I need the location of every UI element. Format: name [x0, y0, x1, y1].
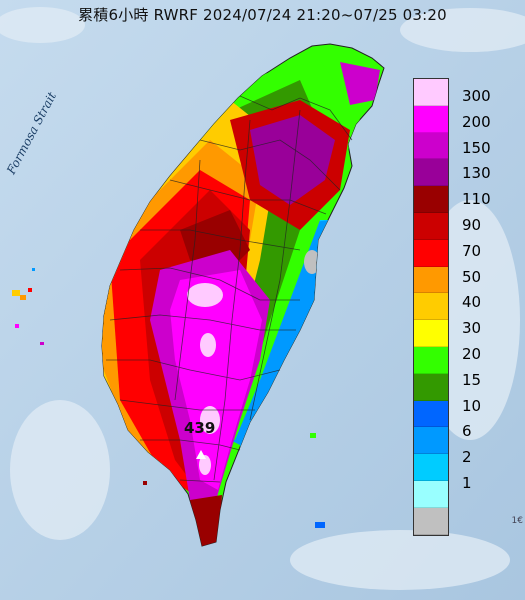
- legend-swatch: [414, 132, 448, 160]
- legend-label: 20: [462, 345, 482, 364]
- legend-label: 150: [462, 138, 491, 157]
- legend-swatch: [414, 212, 448, 240]
- legend-swatch: [414, 346, 448, 374]
- legend-label: 1: [462, 474, 472, 493]
- legend-swatch: [414, 373, 448, 401]
- legend-swatch: [414, 454, 448, 481]
- legend-swatch: [414, 507, 448, 535]
- clouds: [0, 7, 525, 590]
- offshore-rain: [12, 268, 325, 528]
- legend-swatch: [414, 320, 448, 347]
- legend-swatch: [414, 266, 448, 294]
- legend-swatch: [414, 186, 448, 213]
- legend-swatch: [414, 400, 448, 428]
- legend-swatch: [414, 105, 448, 133]
- boundaries: [106, 95, 353, 483]
- legend-label: 30: [462, 319, 482, 338]
- legend-label: 40: [462, 293, 482, 312]
- legend-label: 50: [462, 267, 482, 286]
- legend-swatch: [414, 480, 448, 508]
- legend-label: 90: [462, 216, 482, 235]
- legend-swatch: [414, 239, 448, 267]
- legend-swatch: [414, 427, 448, 455]
- legend-label: 10: [462, 396, 482, 415]
- max-rainfall-marker: 439: [184, 419, 216, 437]
- max-location-triangle-icon: [196, 450, 206, 459]
- legend-swatch: [414, 79, 448, 106]
- legend-swatch: [414, 159, 448, 187]
- map-title: 累積6小時 RWRF 2024/07/24 21:20~07/25 03:20: [78, 6, 447, 24]
- legend-swatch: [414, 293, 448, 321]
- legend-label: 2: [462, 448, 472, 467]
- legend-label: 300: [462, 87, 491, 106]
- corner-label: 1€: [511, 516, 523, 526]
- legend-label: 200: [462, 112, 491, 131]
- color-legend: [413, 78, 449, 536]
- rainfall-field: [102, 60, 380, 546]
- legend-label: 15: [462, 370, 482, 389]
- legend-label: 130: [462, 164, 491, 183]
- legend-label: 6: [462, 422, 472, 441]
- legend-label: 110: [462, 190, 491, 209]
- legend-label: 70: [462, 241, 482, 260]
